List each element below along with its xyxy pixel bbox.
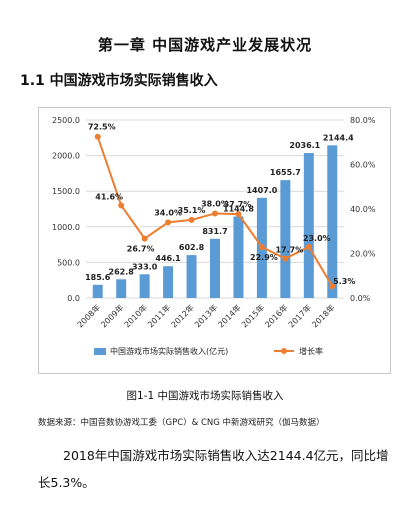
x-tick-label: 2015年 (239, 302, 266, 329)
growth-rate-point (165, 219, 172, 226)
section-title: 1.1 中国游戏市场实际销售收入 (20, 73, 218, 89)
y-right-tick-label: 80.0% (350, 116, 376, 125)
y-left-tick-label: 2000.0 (52, 152, 80, 161)
bar-value-label: 2036.1 (289, 141, 320, 150)
bar (280, 180, 291, 298)
bar-value-label: 262.8 (109, 267, 135, 276)
growth-rate-label: 23.0% (303, 234, 331, 243)
growth-rate-point (141, 235, 148, 242)
bar (303, 153, 314, 298)
y-left-tick-label: 0.0 (67, 294, 80, 303)
x-tick-label: 2012年 (169, 302, 196, 329)
y-left-tick-label: 1500.0 (52, 187, 80, 196)
growth-rate-label: 38.0% (201, 199, 229, 208)
bar (92, 284, 103, 298)
growth-rate-label: 35.1% (178, 206, 206, 215)
growth-rate-point (235, 211, 242, 218)
y-right-tick-label: 20.0% (350, 250, 376, 259)
growth-rate-point (329, 283, 336, 290)
bar-value-label: 1144.8 (223, 204, 254, 213)
legend-swatch-line-marker (281, 348, 287, 354)
bar-value-label: 333.0 (132, 262, 158, 271)
x-tick-label: 2008年 (75, 302, 102, 329)
legend-swatch-bar (94, 348, 106, 355)
growth-rate-point (94, 133, 101, 140)
bar-value-label: 2144.4 (323, 133, 354, 142)
growth-rate-label: 26.7% (127, 245, 155, 254)
bar-value-label: 446.1 (155, 254, 181, 263)
body-paragraph: 2018年中国游戏市场实际销售收入达2144.4亿元，同比增长5.3%。 (38, 448, 389, 490)
growth-rate-label: 22.9% (250, 253, 278, 262)
x-tick-label: 2017年 (286, 302, 313, 329)
bar (186, 255, 197, 298)
y-right-tick-label: 40.0% (350, 205, 376, 214)
x-tick-label: 2014年 (216, 302, 243, 329)
source-note: 数据来源：中国音数协游戏工委（GPC）& CNG 中新游戏研究（伽马数据） (38, 418, 325, 428)
y-left-tick-label: 500.0 (57, 258, 80, 267)
growth-rate-point (188, 216, 195, 223)
legend-label-line: 增长率 (299, 346, 323, 356)
growth-rate-label: 17.7% (275, 246, 303, 255)
growth-rate-label: 37.7% (224, 200, 252, 209)
growth-rate-point (258, 244, 265, 251)
bar-value-label: 1655.7 (270, 168, 301, 177)
growth-rate-label: 41.6% (95, 192, 123, 201)
bar (116, 279, 127, 298)
x-tick-label: 2013年 (192, 302, 219, 329)
y-left-tick-label: 2500.0 (52, 116, 80, 125)
growth-rate-label: 34.0% (154, 208, 182, 217)
bar (233, 216, 244, 298)
growth-rate-label: 72.5% (88, 123, 116, 132)
bar-value-label: 185.6 (85, 273, 111, 282)
y-left-tick-label: 1000.0 (52, 223, 80, 232)
chapter-title: 第一章 中国游戏产业发展状况 (97, 36, 313, 54)
growth-rate-point (212, 210, 218, 217)
growth-rate-label: 5.3% (333, 277, 355, 286)
x-tick-label: 2009年 (98, 302, 125, 329)
bar (327, 145, 338, 298)
y-right-tick-label: 0.0% (350, 294, 371, 303)
figure-caption: 图1-1 中国游戏市场实际销售收入 (126, 390, 284, 402)
bar (210, 238, 220, 298)
x-tick-label: 2018年 (310, 302, 337, 329)
y-right-tick-label: 60.0% (350, 161, 376, 170)
bar-value-label: 1407.0 (246, 186, 277, 195)
bar (139, 274, 150, 298)
growth-rate-point (282, 255, 289, 262)
growth-rate-point (118, 202, 125, 209)
x-tick-label: 2010年 (122, 302, 149, 329)
growth-rate-point (305, 243, 312, 250)
x-tick-label: 2011年 (145, 302, 172, 329)
revenue-chart: 0.0 500.0 1000.0 1500.0 2000.0 2500.0 0.0% 20.0… (52, 116, 376, 356)
bar-value-label: 602.8 (179, 243, 205, 252)
legend-label-bar: 中国游戏市场实际销售收入(亿元) (110, 346, 228, 356)
bar-value-label: 831.7 (202, 227, 227, 236)
bar (163, 266, 174, 298)
x-tick-label: 2016年 (263, 302, 290, 329)
